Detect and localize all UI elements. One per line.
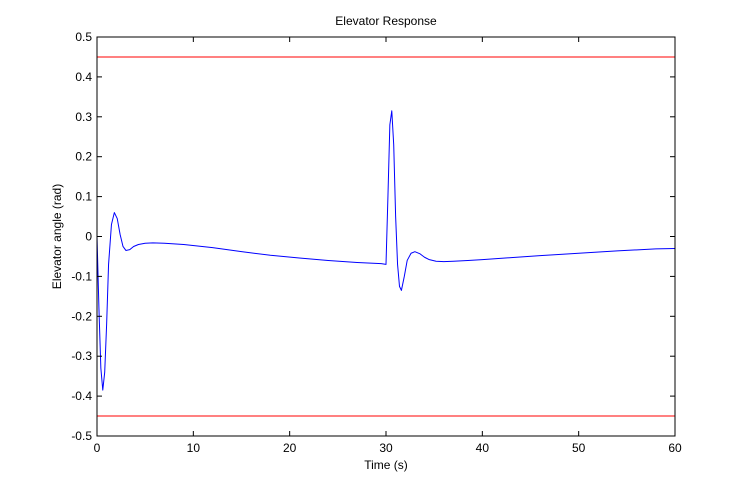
tick-layer: 0 10 20 30 40 50 60 -0.5 -0.4 -0.3 -0.2 -0.1 0 0.1 0.2… <box>71 30 682 455</box>
y-tick-label: 0.3 <box>75 110 92 124</box>
y-tick-label: 0.4 <box>75 70 92 84</box>
x-tick-label: 30 <box>379 441 393 455</box>
y-tick-label: 0.1 <box>75 190 92 204</box>
plot-area <box>97 37 675 436</box>
x-tick-label: 60 <box>668 441 682 455</box>
y-tick-label: 0.5 <box>75 30 92 44</box>
x-tick-label: 40 <box>476 441 490 455</box>
y-tick-label: -0.1 <box>71 269 92 283</box>
y-tick-label: -0.3 <box>71 349 92 363</box>
x-tick-label: 50 <box>572 441 586 455</box>
series-layer <box>96 56 676 417</box>
y-tick-label: 0.2 <box>75 150 92 164</box>
y-axis-label: Elevator angle (rad) <box>50 184 64 289</box>
y-tick-label: -0.2 <box>71 309 92 323</box>
x-tick-label: 20 <box>283 441 297 455</box>
x-tick-label: 10 <box>187 441 201 455</box>
x-tick-label: 0 <box>94 441 101 455</box>
chart-title: Elevator Response <box>335 14 437 28</box>
y-tick-label: -0.4 <box>71 389 92 403</box>
x-axis-label: Time (s) <box>364 458 408 472</box>
response-line <box>96 110 676 391</box>
y-tick-label: 0 <box>85 230 92 244</box>
y-tick-label: -0.5 <box>71 429 92 443</box>
